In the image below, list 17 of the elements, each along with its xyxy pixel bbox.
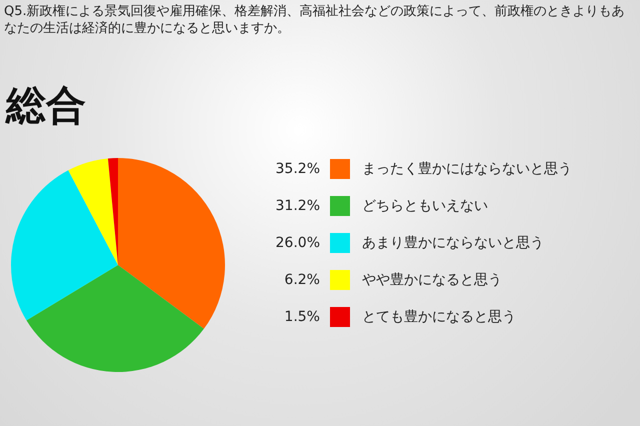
- legend-label: あまり豊かにならないと思う: [362, 234, 544, 252]
- pie-slice: [11, 170, 118, 320]
- legend-label: やや豊かになると思う: [362, 270, 502, 288]
- pie-slice: [108, 158, 118, 265]
- legend-label: まったく豊かにはならないと思う: [362, 160, 572, 178]
- data-label: 35.2%: [274, 160, 320, 176]
- pie-slice: [26, 265, 204, 372]
- chart-title: Q5.新政権による景気回復や雇用確保、格差解消、高福祉社会などの政策によって、前政権のときよりもあなたの生活は経済的に豊かになると思いますか。: [4, 3, 626, 37]
- data-label: 1.5%: [283, 308, 320, 324]
- legend-label: どちらともいえない: [362, 196, 488, 214]
- data-label: 6.2%: [283, 272, 320, 288]
- pie-slice: [68, 158, 118, 265]
- data-label: 31.2%: [274, 198, 320, 214]
- data-label: 26.0%: [274, 234, 320, 250]
- legend-label: とても豊かになると思う: [362, 308, 516, 326]
- chart-subtitle: 総合: [6, 82, 86, 131]
- pie-slice: [118, 158, 225, 329]
